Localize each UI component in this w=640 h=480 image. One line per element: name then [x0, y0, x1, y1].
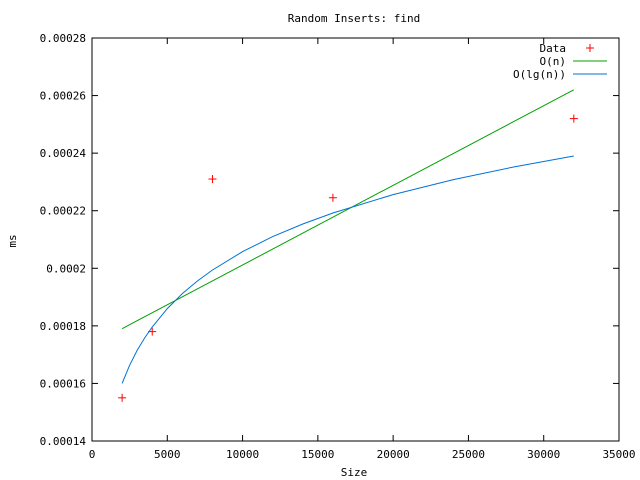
y-axis-label: ms	[6, 234, 19, 247]
data-point	[208, 175, 217, 184]
y-tick-label: 0.00024	[40, 147, 87, 160]
y-tick-label: 0.00016	[40, 377, 86, 390]
y-tick-label: 0.00014	[40, 435, 87, 448]
data-point	[118, 393, 127, 402]
x-tick-label: 30000	[527, 448, 560, 461]
series-line-1	[121, 89, 575, 330]
plot-frame	[91, 37, 620, 442]
y-tick-label: 0.0002	[46, 262, 86, 275]
x-tick-label: 10000	[226, 448, 259, 461]
y-tick-label: 0.00028	[40, 32, 86, 45]
data-point	[569, 114, 578, 123]
data-point	[148, 327, 157, 336]
y-tick-label: 0.00018	[40, 320, 86, 333]
legend-label: O(n)	[540, 55, 567, 68]
x-tick-label: 0	[89, 448, 96, 461]
x-tick-label: 15000	[301, 448, 334, 461]
x-tick-label: 5000	[154, 448, 181, 461]
data-point	[328, 193, 337, 202]
series-lines	[121, 89, 575, 384]
legend-point-sample	[586, 44, 594, 52]
x-tick-label: 35000	[602, 448, 635, 461]
x-axis-label: Size	[341, 466, 368, 479]
series-line-2	[121, 155, 574, 384]
y-axis-ticks: 0.00014 0.00016 0.00018 0.0002 0.00022 0.0002…	[40, 32, 619, 448]
y-tick-label: 0.00026	[40, 90, 86, 103]
x-axis-ticks: 0 5000 10000 15000 20000 25000 30000 35000	[89, 38, 636, 461]
x-tick-label: 20000	[377, 448, 410, 461]
legend-label: Data	[540, 42, 567, 55]
legend-label: O(lg(n))	[513, 68, 566, 81]
data-points	[118, 114, 578, 402]
x-tick-label: 25000	[452, 448, 485, 461]
y-tick-label: 0.00022	[40, 205, 86, 218]
chart-title: Random Inserts: find	[288, 12, 420, 25]
